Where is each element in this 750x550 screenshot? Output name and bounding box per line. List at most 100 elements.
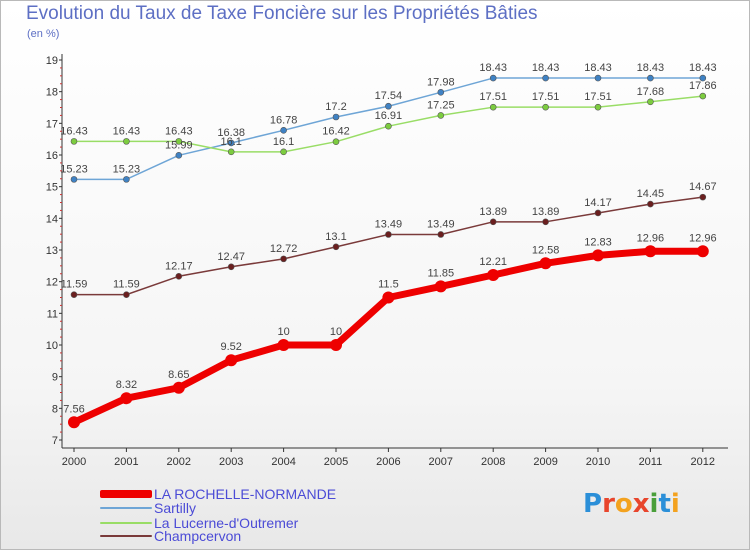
data-point [175,138,183,145]
data-label: 17.51 [584,91,612,103]
legend-label: Sartilly [154,500,197,516]
y-tick-label: 10 [46,340,58,352]
legend-label: La Lucerne-d'Outremer [154,515,299,531]
x-tick-label: 2000 [62,456,86,468]
chart-axes: 7 8 9 10 11 12 13 14 15 16 17 18 19 2000 2001 2002 2003 2… [46,54,728,468]
data-point [227,263,235,271]
data-label: 18.43 [479,62,507,74]
data-point [539,257,552,270]
data-label: 17.51 [532,91,560,103]
data-point [70,291,78,298]
data-point [277,339,290,351]
data-point [227,148,235,156]
data-label: 13.89 [532,206,560,218]
data-point [542,74,549,82]
data-label: 13.89 [479,206,507,218]
data-label: 11.5 [378,279,399,291]
data-label: 12.72 [270,243,298,255]
y-tick-label: 8 [52,403,58,415]
data-point [280,148,287,156]
data-label: 17.2 [325,101,346,113]
data-label: 14.45 [637,188,665,200]
data-point [385,122,392,130]
data-point [123,176,130,183]
data-label: 10 [277,326,289,338]
data-label: 10 [330,326,342,338]
data-label: 11.59 [113,279,140,291]
data-point [542,218,549,226]
data-point [644,245,657,258]
data-point [647,98,654,106]
y-tick-label: 7 [52,435,58,447]
data-point [382,291,395,304]
data-label: 17.68 [637,86,665,98]
proxiti-logo: Proxiti [583,489,680,519]
data-point [437,231,445,238]
logo-letter: r [602,489,615,519]
data-point [647,74,654,82]
data-point [699,92,707,100]
data-point [175,152,183,159]
data-label: 17.86 [689,80,717,92]
data-label: 16.38 [217,127,245,139]
data-label: 12.47 [217,251,245,263]
data-point [542,103,549,111]
data-point [592,249,604,262]
data-point [225,354,238,367]
y-tick-label: 17 [46,118,58,130]
x-tick-label: 2012 [691,456,715,468]
data-point [123,138,130,145]
data-point [172,381,185,394]
y-tick-label: 11 [47,308,58,320]
x-tick-label: 2005 [324,456,348,468]
y-axis-unit-label: (en %) [27,28,60,40]
data-point [123,291,130,298]
chart-series [68,74,709,429]
data-label: 17.51 [479,91,507,103]
x-tick-label: 2009 [533,456,557,468]
y-tick-label: 13 [46,245,58,257]
data-label: 16.42 [322,126,350,138]
x-tick-label: 2003 [219,456,243,468]
legend-item-la-lucerne-d-outremer: La Lucerne-d'Outremer [100,515,298,531]
x-tick-label: 2010 [586,456,610,468]
legend-label: Champcervon [154,528,242,544]
data-label: 12.58 [532,244,560,256]
chart-title: Evolution du Taux de Taxe Foncière sur l… [26,3,538,24]
data-point [594,74,602,82]
y-tick-label: 18 [46,87,58,99]
data-label: 11.85 [427,267,454,279]
data-point [699,193,707,201]
data-point [280,255,287,263]
y-tick-label: 16 [46,150,58,162]
x-tick-label: 2004 [271,456,295,468]
logo-letter: i [649,489,659,519]
data-label: 16.1 [273,136,294,148]
data-point [437,112,445,119]
data-point [699,74,707,82]
series-line-la-rochelle-normande [70,247,707,426]
data-label: 18.43 [637,62,665,74]
data-label: 16.1 [220,136,241,148]
data-point [70,176,78,183]
y-tick-label: 9 [52,372,58,384]
data-label: 15.99 [165,139,193,151]
data-label: 12.96 [689,232,717,244]
data-label: 18.43 [689,62,717,74]
data-label: 18.43 [532,62,560,74]
data-point [280,127,287,134]
data-label: 13.49 [427,218,455,230]
data-label: 15.23 [113,163,141,175]
x-tick-label: 2008 [481,456,505,468]
legend-swatch [100,535,152,537]
data-label: 17.25 [427,99,455,111]
data-label: 16.43 [60,125,88,137]
x-tick-label: 2002 [167,456,191,468]
y-tick-label: 12 [46,277,58,289]
data-label: 8.32 [116,379,137,391]
data-label: 12.96 [637,232,665,244]
x-tick-label: 2001 [114,456,138,468]
y-tick-label: 19 [46,55,58,67]
